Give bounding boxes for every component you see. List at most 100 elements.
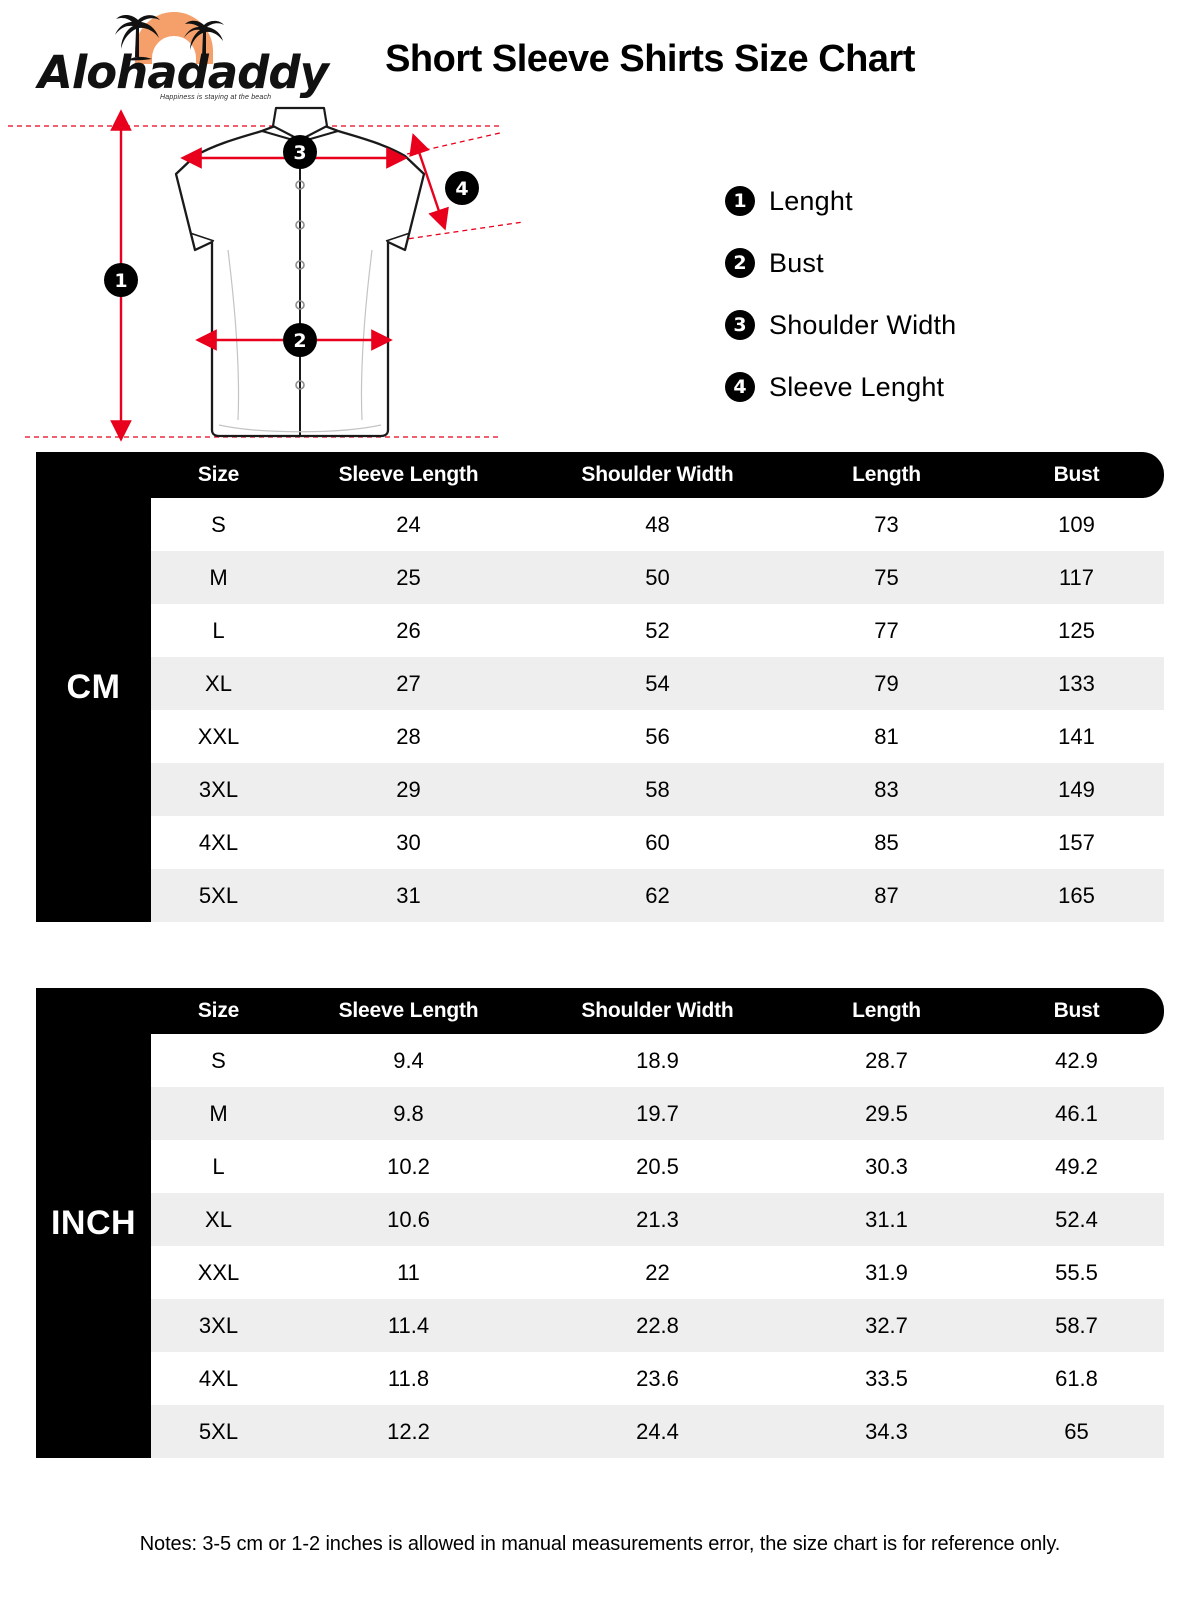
- cell-bust: 65: [1064, 1418, 1089, 1444]
- cell-bust: 157: [1058, 829, 1095, 855]
- table-row: XXL 28 56 81 141: [151, 710, 1164, 763]
- legend-item-sleeve-length: 4 Sleeve Lenght: [725, 356, 1145, 418]
- cell-sleeve-length: 30: [396, 829, 421, 855]
- column-header-size: Size: [197, 999, 240, 1022]
- cell-shoulder-width: 60: [645, 829, 670, 855]
- legend-badge-1: 1: [725, 186, 755, 216]
- page-title: Short Sleeve Shirts Size Chart: [385, 38, 915, 80]
- cell-bust: 42.9: [1055, 1047, 1098, 1073]
- cell-bust: 49.2: [1055, 1153, 1098, 1179]
- cell-length: 29.5: [865, 1100, 908, 1126]
- cell-sleeve-length: 11.4: [387, 1312, 430, 1338]
- measurement-legend: 1 Lenght 2 Bust 3 Shoulder Width 4 Sleev…: [725, 170, 1145, 418]
- cell-sleeve-length: 10.6: [387, 1206, 430, 1232]
- cell-length: 73: [874, 511, 899, 537]
- cell-length: 32.7: [865, 1312, 908, 1338]
- cell-shoulder-width: 62: [645, 882, 670, 908]
- legend-item-bust: 2 Bust: [725, 232, 1145, 294]
- cell-shoulder-width: 22: [645, 1259, 670, 1285]
- cell-length: 30.3: [865, 1153, 908, 1179]
- table-row: 5XL 12.2 24.4 34.3 65: [151, 1405, 1164, 1458]
- cell-sleeve-length: 10.2: [387, 1153, 430, 1179]
- cell-size: 3XL: [198, 776, 239, 802]
- column-header-shoulder-width: Shoulder Width: [581, 463, 734, 486]
- cell-size: XXL: [197, 723, 240, 749]
- column-header-size: Size: [197, 463, 240, 486]
- table-row: M 9.8 19.7 29.5 46.1: [151, 1087, 1164, 1140]
- cell-bust: 149: [1058, 776, 1095, 802]
- legend-label-bust: Bust: [769, 247, 824, 278]
- cell-length: 31.9: [865, 1259, 908, 1285]
- cell-sleeve-length: 24: [396, 511, 421, 537]
- cell-bust: 46.1: [1055, 1100, 1098, 1126]
- unit-label-cm: CM: [36, 452, 151, 922]
- diagram-marker-1: 1: [114, 270, 127, 292]
- cell-length: 34.3: [865, 1418, 908, 1444]
- cell-shoulder-width: 58: [645, 776, 670, 802]
- cell-size: S: [211, 511, 226, 537]
- cell-shoulder-width: 48: [645, 511, 670, 537]
- cell-length: 81: [874, 723, 899, 749]
- cell-shoulder-width: 21.3: [636, 1206, 679, 1232]
- table-header-row: Size Sleeve Length Shoulder Width Length…: [151, 452, 1164, 498]
- cell-length: 87: [874, 882, 899, 908]
- cell-bust: 133: [1058, 670, 1095, 696]
- palm-tree-icon-left: [115, 14, 160, 61]
- diagram-marker-4: 4: [455, 178, 468, 200]
- cell-size: XL: [205, 1206, 232, 1232]
- cell-sleeve-length: 26: [396, 617, 421, 643]
- diagram-marker-3: 3: [293, 142, 306, 164]
- column-header-bust: Bust: [1053, 999, 1100, 1022]
- cell-bust: 125: [1058, 617, 1095, 643]
- cell-shoulder-width: 54: [645, 670, 670, 696]
- table-row: 5XL 31 62 87 165: [151, 869, 1164, 922]
- table-row: 4XL 11.8 23.6 33.5 61.8: [151, 1352, 1164, 1405]
- table-row: XXL 11 22 31.9 55.5: [151, 1246, 1164, 1299]
- legend-label-shoulder-width: Shoulder Width: [769, 309, 957, 340]
- unit-label-inch: INCH: [36, 988, 151, 1458]
- cell-sleeve-length: 12.2: [387, 1418, 430, 1444]
- cell-shoulder-width: 22.8: [636, 1312, 679, 1338]
- brand-logo: Alohadaddy Happiness is staying at the b…: [30, 8, 329, 108]
- cell-length: 75: [874, 564, 899, 590]
- cell-shoulder-width: 50: [645, 564, 670, 590]
- cell-length: 33.5: [865, 1365, 908, 1391]
- brand-tagline: Happiness is staying at the beach: [160, 94, 272, 101]
- legend-label-sleeve-length: Sleeve Lenght: [769, 371, 945, 402]
- table-row: 4XL 30 60 85 157: [151, 816, 1164, 869]
- cell-length: 77: [874, 617, 899, 643]
- column-header-length: Length: [852, 999, 921, 1022]
- diagram-marker-2: 2: [293, 330, 306, 352]
- cell-bust: 165: [1058, 882, 1095, 908]
- cell-size: M: [209, 1100, 228, 1126]
- cell-sleeve-length: 31: [396, 882, 421, 908]
- cell-sleeve-length: 25: [396, 564, 421, 590]
- cell-shoulder-width: 56: [645, 723, 670, 749]
- cell-sleeve-length: 27: [396, 670, 421, 696]
- cell-bust: 61.8: [1055, 1365, 1098, 1391]
- cell-shoulder-width: 19.7: [636, 1100, 679, 1126]
- cell-sleeve-length: 9.8: [393, 1100, 424, 1126]
- cell-size: L: [212, 1153, 225, 1179]
- cell-bust: 117: [1058, 564, 1095, 590]
- legend-badge-3: 3: [725, 310, 755, 340]
- legend-label-length: Lenght: [769, 185, 853, 216]
- cell-bust: 141: [1058, 723, 1095, 749]
- cell-length: 28.7: [865, 1047, 908, 1073]
- table-row: XL 10.6 21.3 31.1 52.4: [151, 1193, 1164, 1246]
- cell-size: 5XL: [198, 882, 239, 908]
- cell-size: L: [212, 617, 225, 643]
- legend-badge-2: 2: [725, 248, 755, 278]
- legend-item-shoulder-width: 3 Shoulder Width: [725, 294, 1145, 356]
- sun-cutout: [152, 36, 196, 64]
- cell-length: 83: [874, 776, 899, 802]
- cell-sleeve-length: 9.4: [393, 1047, 424, 1073]
- cell-shoulder-width: 18.9: [636, 1047, 679, 1073]
- cell-size: 4XL: [198, 1365, 239, 1391]
- cell-size: M: [209, 564, 228, 590]
- cell-size: 5XL: [198, 1418, 239, 1444]
- cell-shoulder-width: 24.4: [636, 1418, 679, 1444]
- cell-bust: 58.7: [1055, 1312, 1098, 1338]
- table-row: 3XL 29 58 83 149: [151, 763, 1164, 816]
- column-header-bust: Bust: [1053, 463, 1100, 486]
